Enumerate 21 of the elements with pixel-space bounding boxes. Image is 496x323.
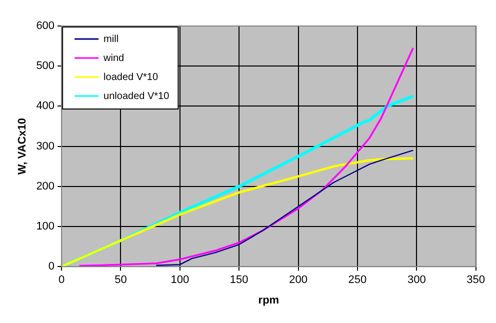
- y-axis-title: W, VACx10: [16, 118, 29, 175]
- legend-label: loaded V*10: [104, 72, 158, 83]
- legend-label: wind: [102, 52, 124, 64]
- x-tick-label: 0: [58, 274, 65, 286]
- x-tick-label: 100: [170, 274, 190, 286]
- x-tick-label: 250: [348, 274, 367, 286]
- y-tick-label: 200: [36, 180, 55, 192]
- x-tick-label: 200: [289, 274, 308, 286]
- legend-label: mill: [104, 34, 119, 45]
- legend-label: unloaded V*10: [104, 90, 170, 102]
- x-axis-title: rpm: [258, 294, 280, 306]
- x-tick-label: 150: [230, 274, 248, 286]
- y-tick-label: 400: [36, 100, 55, 112]
- y-tick-label: 500: [36, 60, 55, 72]
- y-tick-label: 100: [36, 220, 55, 233]
- x-tick-label: 300: [407, 274, 426, 286]
- x-tick-label: 50: [114, 274, 127, 286]
- y-tick-label: 600: [36, 20, 55, 32]
- y-tick-label: 300: [36, 140, 55, 152]
- x-tick-label: 350: [466, 274, 486, 286]
- y-tick-label: 0: [48, 260, 55, 273]
